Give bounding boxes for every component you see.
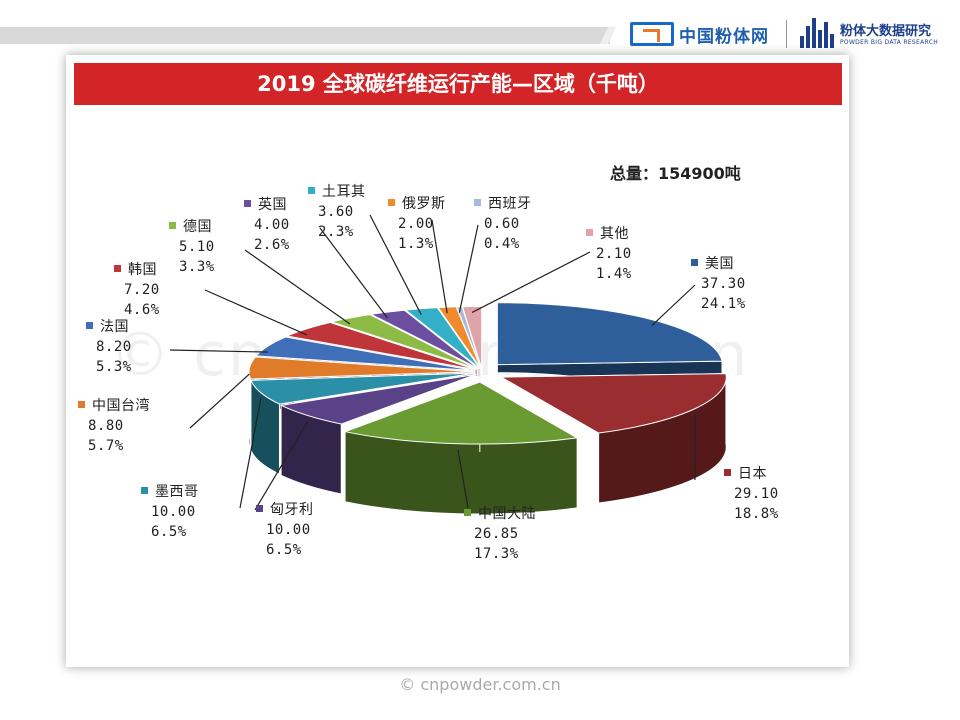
legend-swatch-2 (464, 509, 471, 516)
legend-swatch-11 (388, 199, 395, 206)
slice-percent-3: 6.5% (266, 542, 302, 558)
pie-leader-line-9 (319, 227, 388, 319)
slice-label-2: 中国大陆 (478, 506, 536, 522)
legend-swatch-13 (586, 229, 593, 236)
pie-slice-4 (250, 372, 475, 405)
slice-label-5: 中国台湾 (92, 397, 150, 414)
legend-swatch-5 (78, 401, 85, 408)
pie-slice-6 (255, 336, 475, 372)
brand-cnpowder[interactable]: 中国粉体网 (630, 19, 769, 49)
legend-swatch-4 (141, 487, 148, 494)
pie-slice-0 (496, 302, 723, 366)
slice-label-8: 德国 (183, 219, 212, 235)
pie-leader-line-8 (244, 249, 351, 325)
slice-percent-4: 6.5% (151, 524, 187, 540)
legend-swatch-10 (308, 187, 315, 194)
cnpowder-logo-icon (630, 22, 674, 46)
legend-swatch-8 (169, 222, 176, 229)
pie-leader-line-7 (204, 289, 307, 336)
header-band (0, 27, 610, 44)
legend-swatch-12 (474, 199, 481, 206)
slice-percent-5: 5.7% (88, 438, 124, 454)
legend-swatch-6 (86, 322, 93, 329)
slice-value-8: 5.10 (179, 239, 215, 255)
slice-value-5: 8.80 (88, 418, 124, 434)
slice-label-1: 日本 (738, 466, 767, 482)
slice-label-11: 俄罗斯 (402, 196, 446, 212)
slice-value-7: 7.20 (124, 282, 160, 298)
slice-label-3: 匈牙利 (270, 502, 314, 518)
pie-slice-5 (248, 356, 475, 380)
slice-label-0: 美国 (705, 256, 734, 272)
slice-percent-10: 2.3% (318, 224, 354, 240)
slice-value-4: 10.00 (151, 504, 196, 520)
pie-leader-line-13 (471, 251, 591, 313)
pie-leader-line-3 (254, 421, 309, 511)
slice-value-11: 2.00 (398, 216, 434, 232)
slice-value-10: 3.60 (318, 204, 354, 220)
slice-label-9: 英国 (258, 196, 287, 213)
pie-leader-line-6 (169, 349, 268, 353)
brand-cnpowder-text: 中国粉体网 (679, 26, 769, 47)
slice-value-9: 4.00 (254, 217, 290, 233)
slice-label-13: 其他 (600, 226, 629, 242)
slice-percent-13: 1.4% (596, 266, 632, 282)
chart-total-annotation: 总量：154900吨 (610, 164, 741, 183)
slice-percent-6: 5.3% (96, 359, 132, 375)
pie-slice-13 (461, 305, 483, 369)
footer-copyright: © cnpowder.com.cn (399, 675, 561, 694)
brand-bigdata-en: POWDER BIG DATA RESEARCH (840, 39, 939, 46)
slice-percent-8: 3.3% (179, 259, 215, 275)
slice-percent-2: 17.3% (474, 546, 519, 562)
pie-slice-10 (404, 307, 481, 369)
pie-slice-8 (329, 314, 478, 370)
pie-leader-line-12 (458, 224, 479, 313)
slice-percent-12: 0.4% (484, 236, 520, 252)
bar-chart-logo-icon (800, 18, 836, 48)
pie-slice-1 (499, 373, 727, 434)
slice-percent-11: 1.3% (398, 236, 434, 252)
pie-leader-line-10 (369, 214, 422, 315)
slice-value-12: 0.60 (484, 216, 520, 232)
pie-slice-9 (369, 309, 480, 370)
brand-bigdata-cn: 粉体大数据研究 (840, 24, 932, 39)
slice-label-10: 土耳其 (322, 184, 366, 200)
pie-leader-line-0 (651, 284, 696, 327)
pie-slice-7 (285, 321, 477, 371)
slice-label-7: 韩国 (128, 262, 157, 278)
slice-value-6: 8.20 (96, 339, 132, 355)
legend-swatch-0 (691, 259, 698, 266)
slice-label-12: 西班牙 (488, 196, 532, 212)
chart-title: 2019 全球碳纤维运行产能—区域（千吨） (74, 63, 842, 105)
slice-value-13: 2.10 (596, 246, 632, 262)
legend-swatch-1 (724, 469, 731, 476)
pie-leader-line-2 (457, 449, 469, 509)
legend-swatch-7 (114, 265, 121, 272)
slice-percent-1: 18.8% (734, 506, 779, 522)
slice-value-0: 37.30 (701, 276, 746, 292)
legend-swatch-9 (244, 200, 251, 207)
legend-swatch-3 (256, 505, 263, 512)
pie-leader-line-4 (239, 398, 262, 509)
slice-label-4: 墨西哥 (155, 484, 199, 500)
pie-slice-2 (343, 381, 579, 445)
slice-percent-0: 24.1% (701, 296, 746, 312)
slice-percent-9: 2.6% (254, 237, 290, 253)
slice-value-1: 29.10 (734, 486, 779, 502)
slice-value-2: 26.85 (474, 526, 519, 542)
brand-bigdata[interactable]: 粉体大数据研究 POWDER BIG DATA RESEARCH (800, 18, 938, 48)
slice-value-3: 10.00 (266, 522, 311, 538)
pie-slice-3 (279, 373, 477, 425)
slice-label-6: 法国 (100, 319, 129, 335)
header-divider (786, 20, 787, 48)
slice-percent-7: 4.6% (124, 302, 160, 318)
pie-leader-line-5 (189, 373, 250, 429)
pie-leader-line-11 (431, 219, 448, 314)
